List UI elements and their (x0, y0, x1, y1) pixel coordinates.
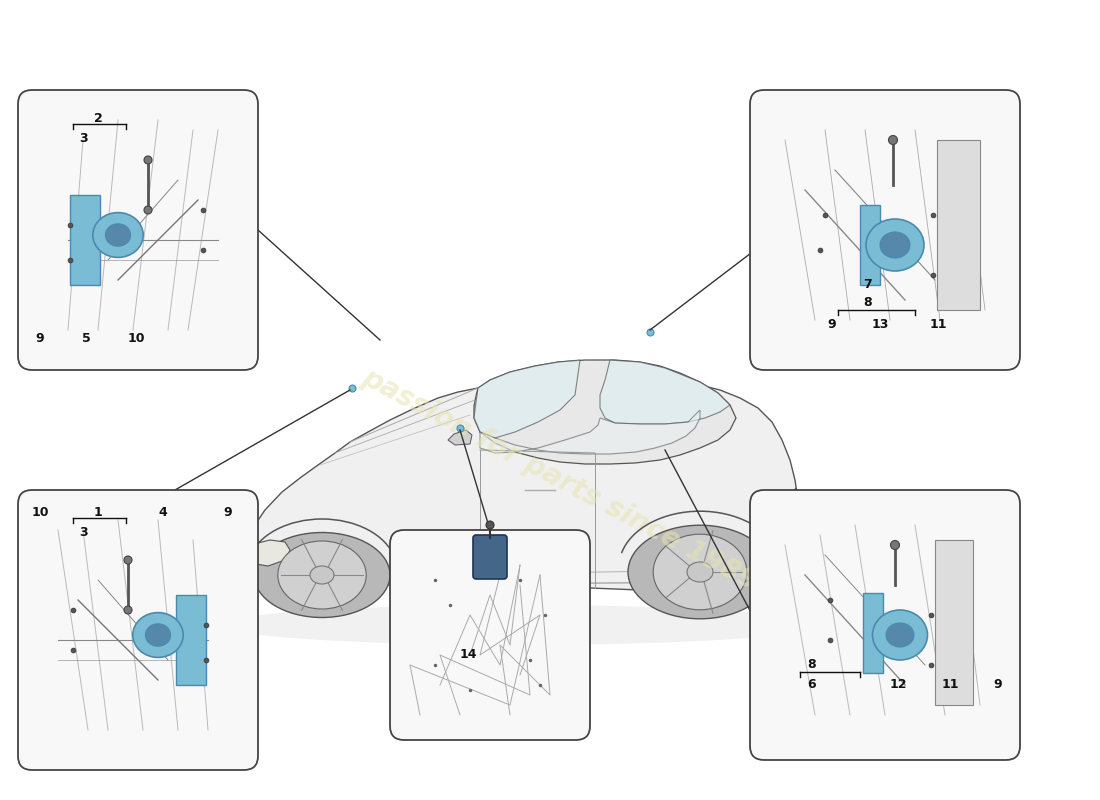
Ellipse shape (653, 534, 747, 610)
Text: 8: 8 (864, 295, 872, 309)
Polygon shape (220, 373, 800, 593)
Ellipse shape (310, 566, 334, 584)
Text: passion for parts since 1989: passion for parts since 1989 (358, 363, 762, 597)
Text: 2: 2 (94, 111, 102, 125)
Ellipse shape (891, 541, 900, 550)
Text: 3: 3 (79, 131, 87, 145)
Text: 9: 9 (993, 678, 1002, 691)
Ellipse shape (872, 610, 927, 660)
Polygon shape (70, 195, 100, 285)
Ellipse shape (124, 556, 132, 564)
Polygon shape (772, 488, 796, 535)
Ellipse shape (866, 219, 924, 271)
Text: 8: 8 (807, 658, 816, 671)
Polygon shape (232, 540, 290, 566)
Text: 10: 10 (31, 506, 48, 518)
Text: 6: 6 (807, 678, 816, 691)
Polygon shape (600, 360, 730, 424)
Ellipse shape (278, 541, 366, 609)
Ellipse shape (486, 521, 494, 529)
Ellipse shape (92, 213, 143, 258)
Ellipse shape (144, 156, 152, 164)
Polygon shape (176, 595, 206, 685)
Polygon shape (474, 360, 736, 464)
Ellipse shape (144, 206, 152, 214)
Polygon shape (937, 140, 980, 310)
Text: 9: 9 (223, 506, 232, 518)
Text: 3: 3 (79, 526, 87, 538)
Ellipse shape (254, 533, 390, 618)
Ellipse shape (688, 562, 713, 582)
Text: 9: 9 (827, 318, 836, 331)
Ellipse shape (220, 605, 819, 645)
FancyBboxPatch shape (390, 530, 590, 740)
FancyBboxPatch shape (473, 535, 507, 579)
Polygon shape (864, 593, 883, 673)
Text: 11: 11 (930, 318, 947, 331)
FancyBboxPatch shape (18, 490, 258, 770)
Ellipse shape (886, 623, 914, 647)
Ellipse shape (133, 613, 184, 658)
Ellipse shape (124, 606, 132, 614)
Text: 4: 4 (158, 506, 167, 518)
Polygon shape (480, 410, 700, 454)
FancyBboxPatch shape (750, 490, 1020, 760)
Ellipse shape (889, 135, 898, 145)
Text: 9: 9 (35, 331, 44, 345)
Ellipse shape (106, 224, 131, 246)
Polygon shape (448, 430, 472, 445)
Polygon shape (935, 540, 974, 705)
FancyBboxPatch shape (18, 90, 258, 370)
Text: 13: 13 (871, 318, 889, 331)
Polygon shape (860, 205, 880, 285)
Text: 12: 12 (889, 678, 906, 691)
Text: 7: 7 (864, 278, 872, 291)
Ellipse shape (145, 624, 170, 646)
Ellipse shape (880, 232, 910, 258)
Text: 14: 14 (460, 649, 477, 662)
Text: 5: 5 (81, 331, 90, 345)
Ellipse shape (628, 525, 772, 619)
FancyBboxPatch shape (750, 90, 1020, 370)
Text: 1: 1 (94, 506, 102, 518)
Text: 10: 10 (128, 331, 145, 345)
Text: 11: 11 (942, 678, 959, 691)
Polygon shape (474, 360, 580, 438)
